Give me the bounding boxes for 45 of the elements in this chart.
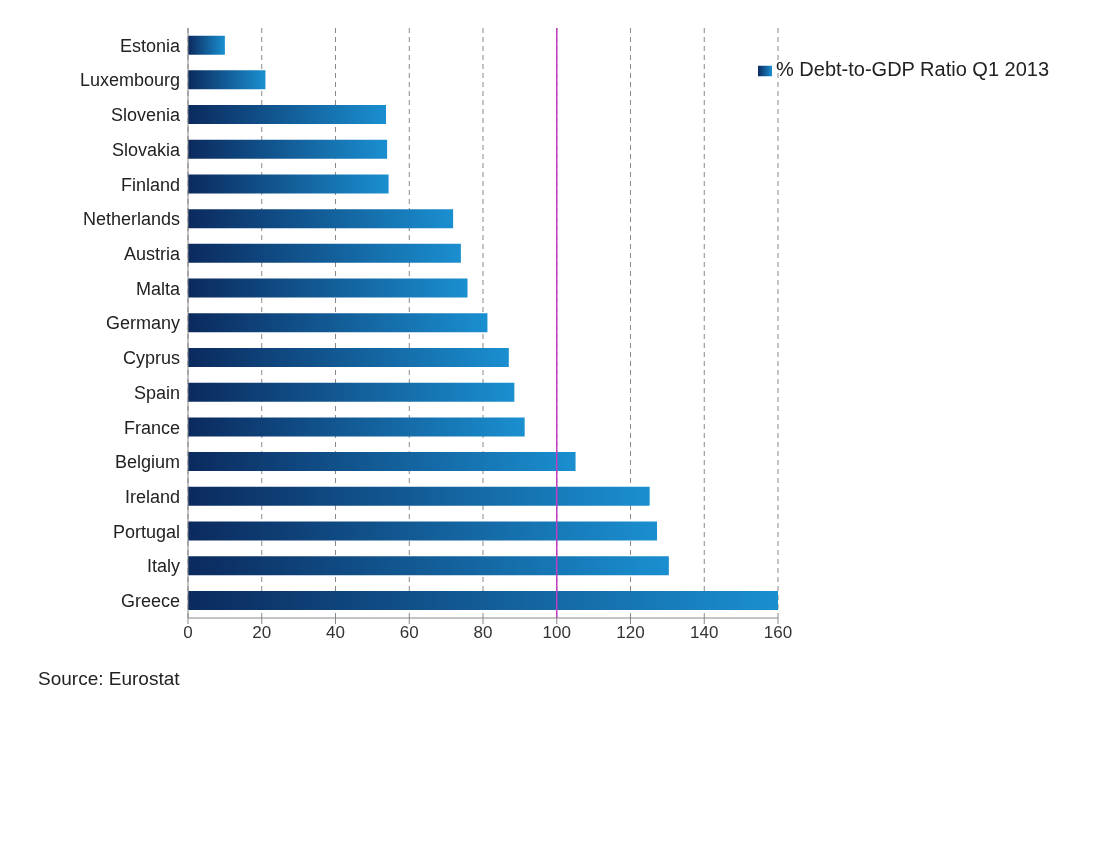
- y-tick-label: Luxembourg: [79, 70, 180, 91]
- y-tick-label: Spain: [133, 382, 180, 403]
- bar: [188, 486, 650, 506]
- y-tick-label: Greece: [120, 591, 180, 612]
- bar: [188, 347, 509, 367]
- y-tick-label: Portugal: [112, 521, 180, 542]
- bar: [188, 209, 454, 229]
- bar: [188, 243, 461, 263]
- x-tick-label: 80: [473, 623, 493, 643]
- source-note: Source: Eurostat: [38, 668, 181, 690]
- x-tick-label: 140: [690, 623, 719, 643]
- x-tick-label: 100: [542, 623, 571, 643]
- y-tick-label: Estonia: [119, 35, 181, 56]
- bar: [188, 313, 488, 333]
- y-tick-label: Italy: [146, 556, 180, 577]
- y-tick-label: France: [123, 417, 180, 438]
- y-tick-label: Ireland: [124, 486, 180, 507]
- x-tick-label: 160: [763, 623, 793, 643]
- y-tick-label: Slovenia: [110, 105, 181, 126]
- legend-label: % Debt-to-GDP Ratio Q1 2013: [776, 58, 1050, 80]
- y-tick-label: Austria: [123, 243, 181, 264]
- bar: [188, 417, 525, 437]
- bar: [188, 521, 658, 541]
- y-tick-label: Slovakia: [111, 139, 181, 160]
- y-tick-label: Malta: [135, 278, 181, 299]
- bar: [188, 139, 388, 159]
- bar: [188, 278, 468, 298]
- bar: [188, 590, 778, 610]
- x-tick-label: 0: [183, 623, 193, 643]
- bar: [188, 556, 669, 576]
- bar: [188, 35, 225, 55]
- x-tick-label: 120: [616, 623, 645, 643]
- y-tick-label: Belgium: [114, 452, 180, 473]
- x-tick-label: 20: [252, 623, 272, 643]
- bar: [188, 452, 576, 472]
- y-tick-label: Netherlands: [82, 209, 180, 230]
- x-tick-label: 60: [399, 623, 419, 643]
- bar: [188, 174, 389, 194]
- y-tick-label: Cyprus: [122, 348, 180, 369]
- bar: [188, 70, 266, 90]
- bar: [188, 105, 387, 125]
- bar: [188, 382, 515, 402]
- y-tick-label: Finland: [120, 174, 180, 195]
- x-tick-label: 40: [326, 623, 345, 643]
- y-tick-label: Germany: [105, 313, 180, 334]
